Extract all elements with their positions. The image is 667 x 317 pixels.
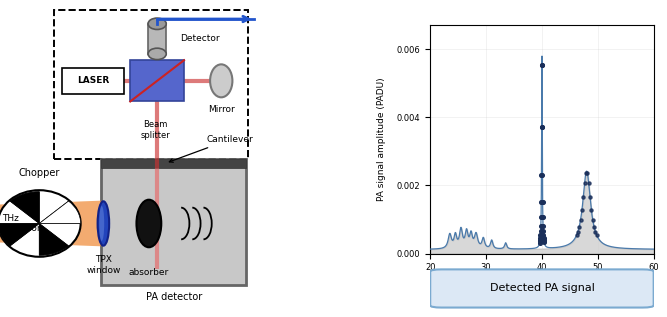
Point — [590, 229, 601, 234]
Point — [592, 233, 602, 238]
Point — [538, 233, 549, 238]
Point — [576, 207, 587, 212]
Wedge shape — [39, 223, 69, 255]
X-axis label: Frequency (Hz): Frequency (Hz) — [505, 278, 579, 288]
Text: LASER: LASER — [77, 76, 109, 85]
Point — [580, 170, 591, 175]
Ellipse shape — [0, 190, 81, 257]
Bar — [101, 158, 246, 168]
Text: THz
radiation: THz radiation — [2, 214, 43, 233]
Text: TPX
window: TPX window — [86, 255, 121, 275]
Point — [539, 240, 550, 245]
Point — [536, 229, 546, 234]
Bar — [62, 68, 124, 94]
Point — [536, 62, 547, 67]
Bar — [101, 158, 246, 285]
Point — [538, 229, 548, 234]
FancyBboxPatch shape — [430, 269, 654, 307]
Point — [538, 235, 549, 240]
Wedge shape — [10, 192, 39, 223]
Point — [536, 223, 546, 228]
Wedge shape — [39, 201, 81, 223]
Text: Chopper: Chopper — [19, 167, 60, 178]
Bar — [148, 24, 166, 54]
Wedge shape — [0, 223, 39, 246]
Text: Mirror: Mirror — [208, 105, 235, 113]
Point — [536, 124, 547, 129]
Point — [536, 214, 546, 219]
Ellipse shape — [97, 201, 109, 246]
Text: Detected PA signal: Detected PA signal — [490, 283, 594, 294]
Point — [579, 181, 590, 186]
Point — [534, 239, 545, 244]
Text: PA detector: PA detector — [145, 292, 202, 302]
Text: Cantilever: Cantilever — [169, 135, 253, 162]
Ellipse shape — [99, 206, 104, 241]
Point — [578, 195, 588, 200]
Point — [537, 62, 548, 67]
Point — [585, 195, 596, 200]
Point — [538, 223, 548, 228]
Point — [574, 224, 584, 229]
Wedge shape — [0, 223, 39, 246]
Point — [537, 172, 548, 178]
Text: Beam
splitter: Beam splitter — [140, 120, 170, 140]
Point — [536, 172, 547, 178]
Y-axis label: PA signal amplitude (PADU): PA signal amplitude (PADU) — [377, 78, 386, 201]
Point — [538, 237, 549, 242]
Text: Detector: Detector — [180, 35, 219, 43]
Text: absorber: absorber — [129, 268, 169, 277]
Ellipse shape — [148, 48, 166, 60]
Point — [572, 229, 583, 234]
Wedge shape — [39, 201, 81, 223]
Point — [586, 207, 597, 212]
Point — [535, 237, 546, 243]
Wedge shape — [10, 192, 39, 223]
Bar — [130, 60, 184, 101]
Polygon shape — [0, 201, 101, 246]
Point — [536, 199, 546, 204]
Point — [584, 181, 594, 186]
Point — [537, 124, 548, 129]
Ellipse shape — [137, 200, 161, 247]
Bar — [54, 10, 248, 158]
Point — [588, 217, 598, 222]
Wedge shape — [39, 223, 69, 255]
Ellipse shape — [210, 64, 232, 97]
Point — [571, 233, 582, 238]
Point — [575, 217, 586, 222]
Point — [534, 240, 545, 245]
Point — [539, 239, 550, 244]
Ellipse shape — [148, 18, 166, 29]
Point — [535, 236, 546, 241]
Point — [538, 214, 548, 219]
Point — [589, 224, 600, 229]
Point — [535, 233, 546, 238]
Point — [538, 199, 548, 204]
Point — [582, 170, 593, 175]
